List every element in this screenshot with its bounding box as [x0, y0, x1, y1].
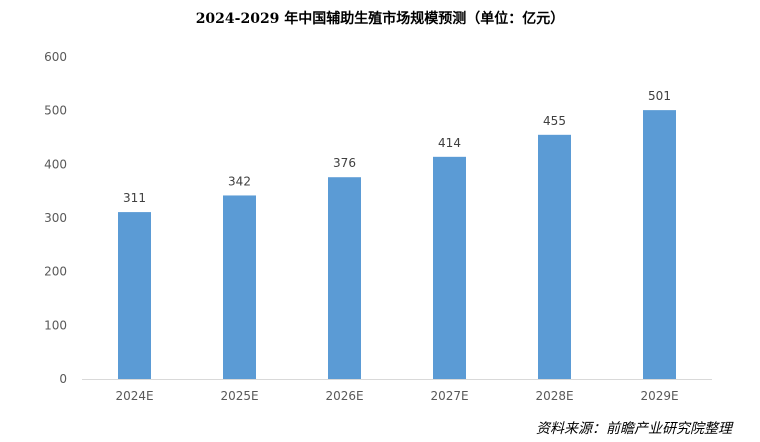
- x-tick-label: 2028E: [535, 389, 573, 403]
- bar-2027E: [433, 156, 466, 379]
- y-tick-label: 400: [44, 157, 67, 171]
- x-tick-label: 2024E: [115, 389, 153, 403]
- source-note: 资料来源：前瞻产业研究院整理: [536, 421, 732, 437]
- y-tick-label: 200: [44, 265, 67, 279]
- data-label-2029E: 501: [648, 89, 671, 103]
- bar-2028E: [538, 134, 571, 379]
- y-tick-label: 500: [44, 104, 67, 118]
- bar-2029E: [643, 110, 676, 379]
- data-label-2026E: 376: [333, 156, 356, 170]
- data-labels: 311 342 376 414 455 501: [123, 89, 671, 205]
- bars: [118, 110, 676, 379]
- y-axis-ticks: 0 100 200 300 400 500 600: [44, 50, 67, 386]
- data-label-2024E: 311: [123, 191, 146, 205]
- y-tick-label: 300: [44, 211, 67, 225]
- data-label-2028E: 455: [543, 114, 566, 128]
- data-label-2025E: 342: [228, 174, 251, 188]
- chart-title: 2024-2029 年中国辅助生殖市场规模预测（单位：亿元）: [195, 11, 565, 27]
- x-tick-label: 2029E: [640, 389, 678, 403]
- y-tick-label: 100: [44, 318, 67, 332]
- x-axis-ticks: 2024E 2025E 2026E 2027E 2028E 2029E: [115, 389, 678, 403]
- y-tick-label: 600: [44, 50, 67, 64]
- data-label-2027E: 414: [438, 136, 461, 150]
- bar-2024E: [118, 212, 151, 379]
- x-tick-label: 2027E: [430, 389, 468, 403]
- bar-2026E: [328, 177, 361, 379]
- x-tick-label: 2026E: [325, 389, 363, 403]
- bar-2025E: [223, 195, 256, 379]
- y-tick-label: 0: [59, 372, 67, 386]
- x-tick-label: 2025E: [220, 389, 258, 403]
